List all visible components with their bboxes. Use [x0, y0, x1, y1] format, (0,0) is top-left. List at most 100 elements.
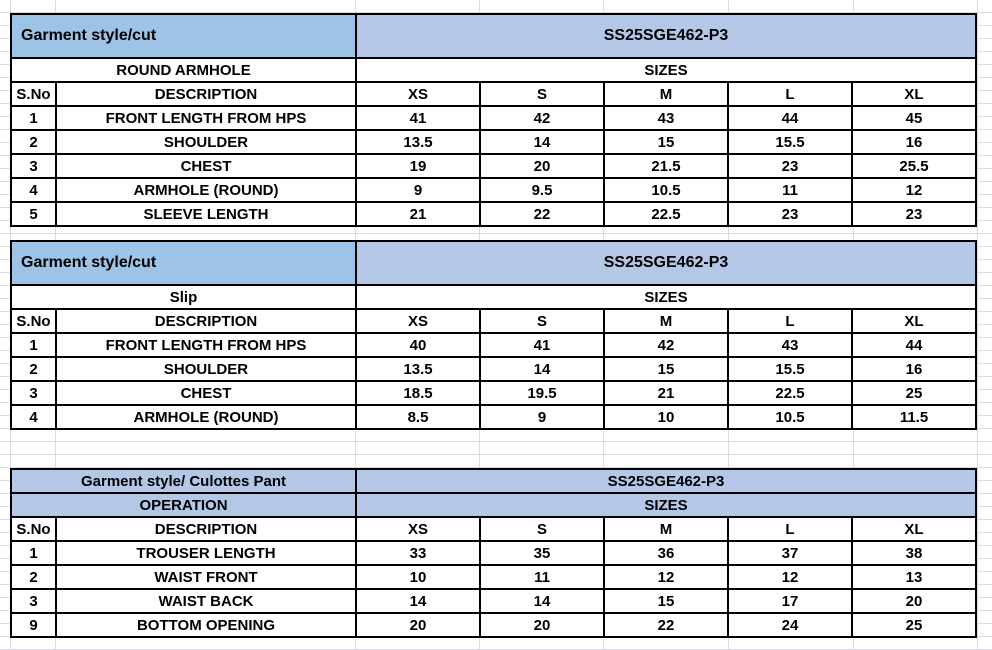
- value-cell[interactable]: 14: [355, 588, 481, 614]
- sno-cell[interactable]: 2: [10, 564, 57, 590]
- value-cell[interactable]: 15: [603, 588, 729, 614]
- value-cell[interactable]: 25: [851, 380, 977, 406]
- value-cell[interactable]: 20: [479, 612, 605, 638]
- value-cell[interactable]: 15.5: [727, 129, 853, 155]
- sizes-label-cell[interactable]: SIZES: [355, 284, 977, 310]
- value-cell[interactable]: 25: [851, 612, 977, 638]
- value-cell[interactable]: 33: [355, 540, 481, 566]
- sno-cell[interactable]: 5: [10, 201, 57, 227]
- value-cell[interactable]: 22.5: [603, 201, 729, 227]
- size-header-cell[interactable]: S: [479, 308, 605, 334]
- description-cell[interactable]: BOTTOM OPENING: [55, 612, 357, 638]
- value-cell[interactable]: 16: [851, 129, 977, 155]
- value-cell[interactable]: 21: [603, 380, 729, 406]
- description-cell[interactable]: ARMHOLE (ROUND): [55, 177, 357, 203]
- variant-cell[interactable]: Slip: [10, 284, 357, 310]
- sno-cell[interactable]: 3: [10, 153, 57, 179]
- value-cell[interactable]: 43: [603, 105, 729, 131]
- value-cell[interactable]: 13.5: [355, 356, 481, 382]
- value-cell[interactable]: 43: [727, 332, 853, 358]
- value-cell[interactable]: 41: [479, 332, 605, 358]
- description-cell[interactable]: SLEEVE LENGTH: [55, 201, 357, 227]
- sizes-label-cell[interactable]: SIZES: [355, 57, 977, 83]
- value-cell[interactable]: 23: [851, 201, 977, 227]
- size-header-cell[interactable]: M: [603, 308, 729, 334]
- size-header-cell[interactable]: XL: [851, 516, 977, 542]
- style-code-cell[interactable]: SS25SGE462-P3: [355, 468, 977, 494]
- size-header-cell[interactable]: L: [727, 308, 853, 334]
- value-cell[interactable]: 15.5: [727, 356, 853, 382]
- value-cell[interactable]: 11.5: [851, 404, 977, 430]
- description-cell[interactable]: WAIST BACK: [55, 588, 357, 614]
- value-cell[interactable]: 37: [727, 540, 853, 566]
- value-cell[interactable]: 13: [851, 564, 977, 590]
- value-cell[interactable]: 40: [355, 332, 481, 358]
- size-header-cell[interactable]: L: [727, 81, 853, 107]
- sno-cell[interactable]: 9: [10, 612, 57, 638]
- sno-cell[interactable]: 3: [10, 588, 57, 614]
- value-cell[interactable]: 10: [603, 404, 729, 430]
- value-cell[interactable]: 22: [603, 612, 729, 638]
- value-cell[interactable]: 14: [479, 588, 605, 614]
- value-cell[interactable]: 10.5: [727, 404, 853, 430]
- style-code-cell[interactable]: SS25SGE462-P3: [355, 240, 977, 286]
- sno-cell[interactable]: 2: [10, 356, 57, 382]
- size-header-cell[interactable]: XS: [355, 308, 481, 334]
- value-cell[interactable]: 38: [851, 540, 977, 566]
- sno-cell[interactable]: 3: [10, 380, 57, 406]
- sno-header-cell[interactable]: S.No: [10, 81, 57, 107]
- value-cell[interactable]: 9: [355, 177, 481, 203]
- value-cell[interactable]: 10: [355, 564, 481, 590]
- description-header-cell[interactable]: DESCRIPTION: [55, 308, 357, 334]
- sno-cell[interactable]: 1: [10, 105, 57, 131]
- size-header-cell[interactable]: S: [479, 81, 605, 107]
- value-cell[interactable]: 8.5: [355, 404, 481, 430]
- size-header-cell[interactable]: XS: [355, 516, 481, 542]
- value-cell[interactable]: 20: [479, 153, 605, 179]
- value-cell[interactable]: 11: [727, 177, 853, 203]
- value-cell[interactable]: 12: [851, 177, 977, 203]
- value-cell[interactable]: 25.5: [851, 153, 977, 179]
- value-cell[interactable]: 12: [603, 564, 729, 590]
- size-header-cell[interactable]: XL: [851, 81, 977, 107]
- value-cell[interactable]: 13.5: [355, 129, 481, 155]
- description-cell[interactable]: SHOULDER: [55, 129, 357, 155]
- description-cell[interactable]: CHEST: [55, 153, 357, 179]
- value-cell[interactable]: 14: [479, 356, 605, 382]
- value-cell[interactable]: 22.5: [727, 380, 853, 406]
- description-cell[interactable]: ARMHOLE (ROUND): [55, 404, 357, 430]
- size-header-cell[interactable]: L: [727, 516, 853, 542]
- value-cell[interactable]: 23: [727, 153, 853, 179]
- sno-header-cell[interactable]: S.No: [10, 308, 57, 334]
- value-cell[interactable]: 14: [479, 129, 605, 155]
- description-cell[interactable]: CHEST: [55, 380, 357, 406]
- value-cell[interactable]: 24: [727, 612, 853, 638]
- value-cell[interactable]: 18.5: [355, 380, 481, 406]
- value-cell[interactable]: 11: [479, 564, 605, 590]
- size-header-cell[interactable]: XL: [851, 308, 977, 334]
- sno-cell[interactable]: 2: [10, 129, 57, 155]
- description-cell[interactable]: SHOULDER: [55, 356, 357, 382]
- value-cell[interactable]: 12: [727, 564, 853, 590]
- value-cell[interactable]: 23: [727, 201, 853, 227]
- value-cell[interactable]: 44: [851, 332, 977, 358]
- value-cell[interactable]: 42: [603, 332, 729, 358]
- value-cell[interactable]: 15: [603, 356, 729, 382]
- description-cell[interactable]: FRONT LENGTH FROM HPS: [55, 332, 357, 358]
- value-cell[interactable]: 42: [479, 105, 605, 131]
- value-cell[interactable]: 21: [355, 201, 481, 227]
- value-cell[interactable]: 19.5: [479, 380, 605, 406]
- value-cell[interactable]: 9.5: [479, 177, 605, 203]
- size-header-cell[interactable]: XS: [355, 81, 481, 107]
- garment-style-cell[interactable]: Garment style/ Culottes Pant: [10, 468, 357, 494]
- value-cell[interactable]: 22: [479, 201, 605, 227]
- sno-cell[interactable]: 1: [10, 540, 57, 566]
- variant-cell[interactable]: ROUND ARMHOLE: [10, 57, 357, 83]
- description-cell[interactable]: TROUSER LENGTH: [55, 540, 357, 566]
- size-header-cell[interactable]: S: [479, 516, 605, 542]
- value-cell[interactable]: 20: [851, 588, 977, 614]
- value-cell[interactable]: 9: [479, 404, 605, 430]
- sno-cell[interactable]: 1: [10, 332, 57, 358]
- value-cell[interactable]: 36: [603, 540, 729, 566]
- variant-cell[interactable]: OPERATION: [10, 492, 357, 518]
